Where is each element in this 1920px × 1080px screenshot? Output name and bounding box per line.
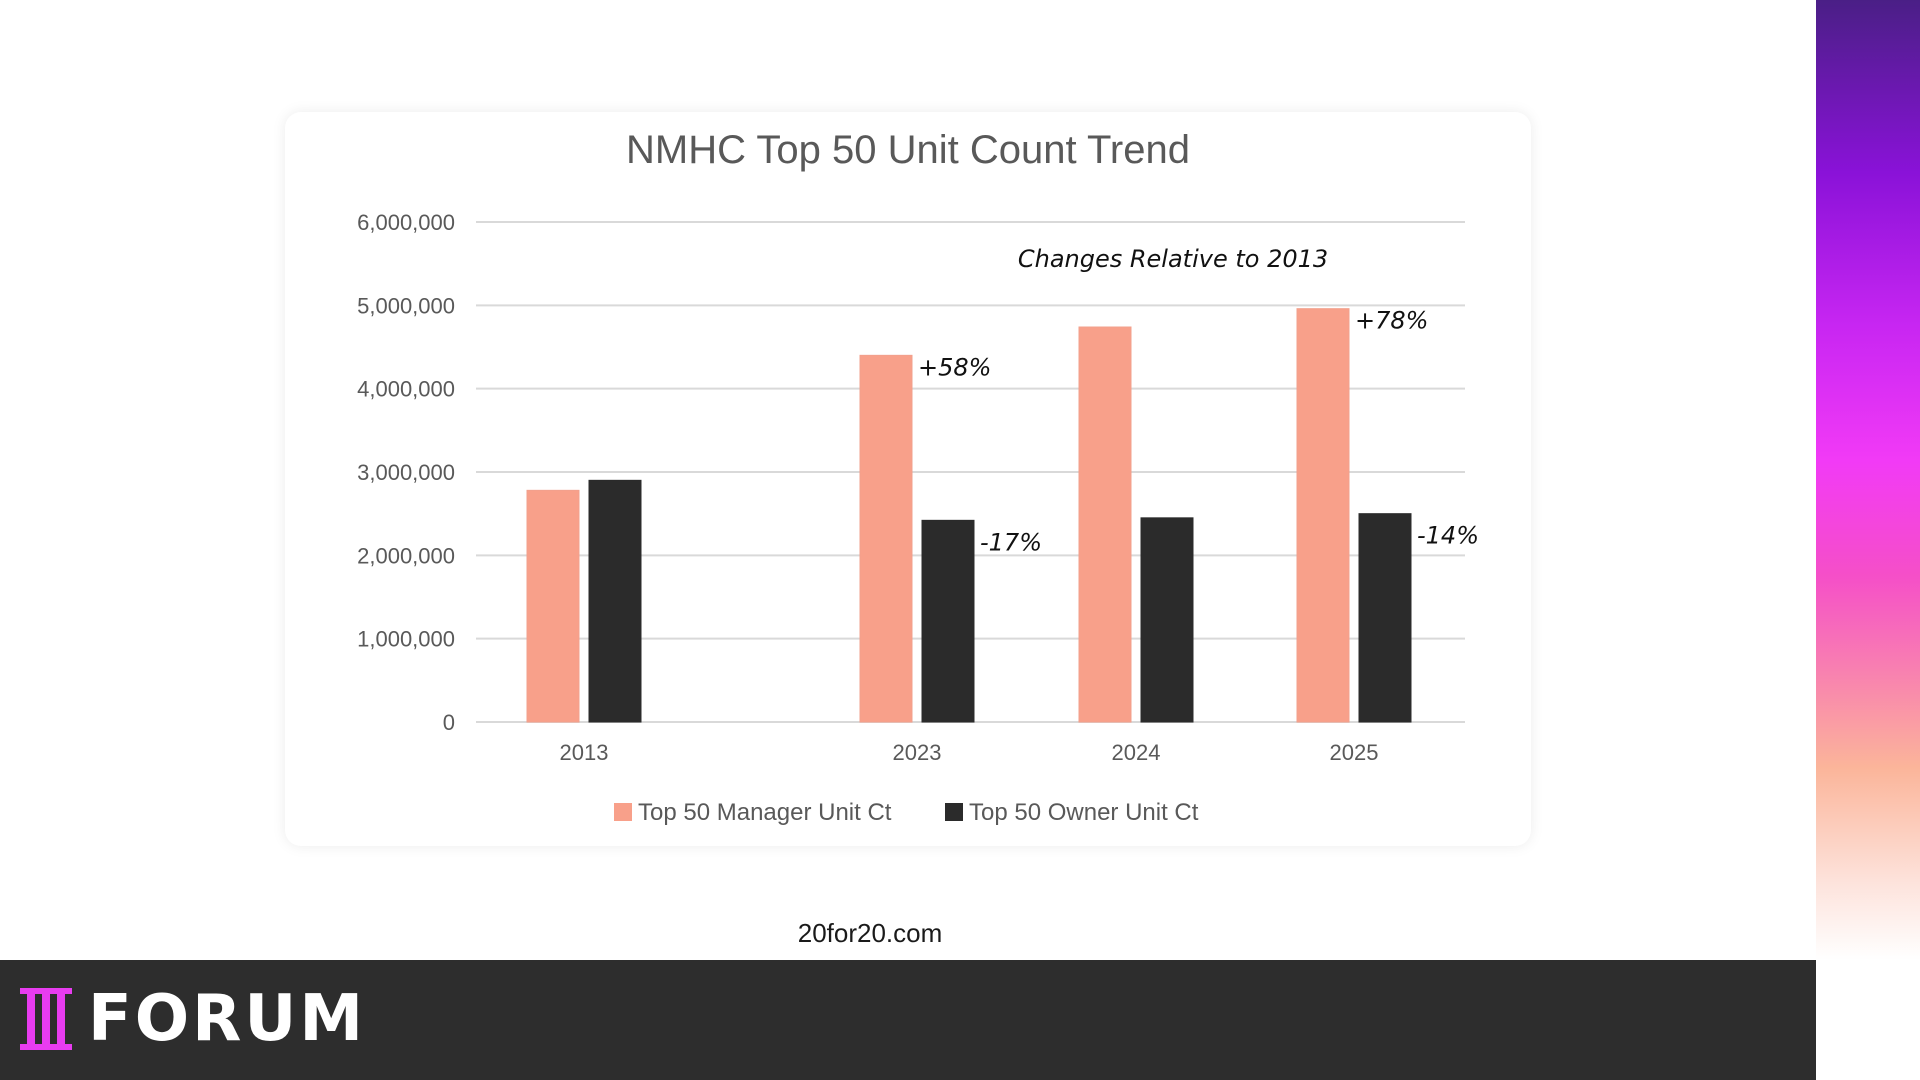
x-tick-label: 2025 [1330, 740, 1379, 765]
bar-owner [921, 519, 975, 723]
bar-owner [1140, 517, 1194, 723]
x-tick-label: 2023 [893, 740, 942, 765]
bar-manager [526, 489, 580, 723]
legend-label: Top 50 Owner Unit Ct [969, 799, 1199, 826]
bar-owner [1358, 513, 1412, 723]
bar-chart: 0 1,000,000 2,000,000 3,000,000 4,000,000 5,0… [357, 210, 1479, 826]
legend-swatch [614, 803, 632, 821]
legend-label: Top 50 Manager Unit Ct [638, 799, 892, 826]
y-tick-label: 6,000,000 [357, 210, 455, 235]
data-label: +78% [1355, 307, 1428, 335]
x-tick-label: 2024 [1112, 740, 1161, 765]
y-tick-label: 0 [443, 710, 455, 735]
y-tick-label: 5,000,000 [357, 293, 455, 318]
y-tick-label: 3,000,000 [357, 460, 455, 485]
bar-owner [588, 479, 642, 723]
y-tick-label: 1,000,000 [357, 627, 455, 652]
side-gradient-strip [1816, 0, 1920, 960]
chart-card: NMHC Top 50 Unit Count Trend 0 1,000,000 2… [285, 112, 1531, 846]
x-tick-label: 2013 [560, 740, 609, 765]
bottom-bar [0, 960, 1816, 1080]
footer-url[interactable]: 20for20.com [797, 918, 943, 948]
data-label: -14% [1417, 522, 1479, 550]
bar-manager [1296, 308, 1350, 723]
legend-swatch [945, 803, 963, 821]
data-label: +58% [918, 353, 991, 381]
brand-wordmark: FORUM [88, 982, 367, 1056]
data-label: -17% [980, 528, 1042, 556]
bar-manager [859, 354, 913, 723]
chart-title: NMHC Top 50 Unit Count Trend [626, 128, 1190, 172]
y-tick-label: 2,000,000 [357, 543, 455, 568]
y-tick-label: 4,000,000 [357, 377, 455, 402]
annotation-title: Changes Relative to 2013 [1018, 245, 1328, 273]
logo-mark-icon [20, 988, 72, 1050]
bar-manager [1078, 326, 1132, 723]
